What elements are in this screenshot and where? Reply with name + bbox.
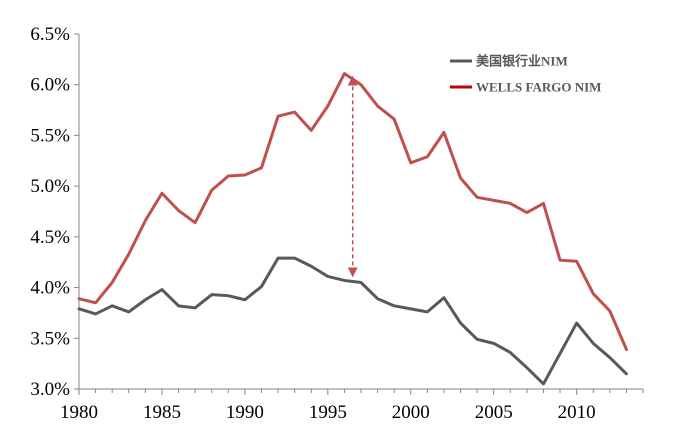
x-tick-label: 2000 bbox=[392, 402, 430, 423]
y-tick-label: 5.0% bbox=[30, 176, 70, 197]
series-line-1 bbox=[77, 256, 628, 386]
legend-label-1: 美国银行业NIM bbox=[476, 54, 568, 69]
axes bbox=[74, 33, 644, 395]
y-tick-label: 3.0% bbox=[30, 379, 70, 400]
y-tick-label: 3.5% bbox=[30, 328, 70, 349]
x-tick-label: 1985 bbox=[143, 402, 181, 423]
y-tick-label: 6.5% bbox=[30, 24, 70, 45]
y-tick-label: 6.0% bbox=[30, 75, 70, 96]
y-axis-tick-labels: 3.0% 3.5% 4.0% 4.5% 5.0% 5.5% 6.0% 6.5% bbox=[30, 24, 70, 400]
x-axis-tick-labels: 1980 1985 1990 1995 2000 2005 2010 bbox=[60, 402, 596, 423]
x-tick-label: 1990 bbox=[226, 402, 264, 423]
y-tick-label: 4.5% bbox=[30, 227, 70, 248]
x-tick-label: 1980 bbox=[60, 402, 98, 423]
x-tick-label: 1995 bbox=[309, 402, 347, 423]
y-tick-label: 5.5% bbox=[30, 125, 70, 146]
legend-label-2: WELLS FARGO NIM bbox=[476, 80, 601, 95]
x-tick-label: 2005 bbox=[475, 402, 513, 423]
x-tick-label: 2010 bbox=[558, 402, 596, 423]
y-tick-label: 4.0% bbox=[30, 278, 70, 299]
legend: 美国银行业NIM WELLS FARGO NIM bbox=[450, 54, 601, 95]
